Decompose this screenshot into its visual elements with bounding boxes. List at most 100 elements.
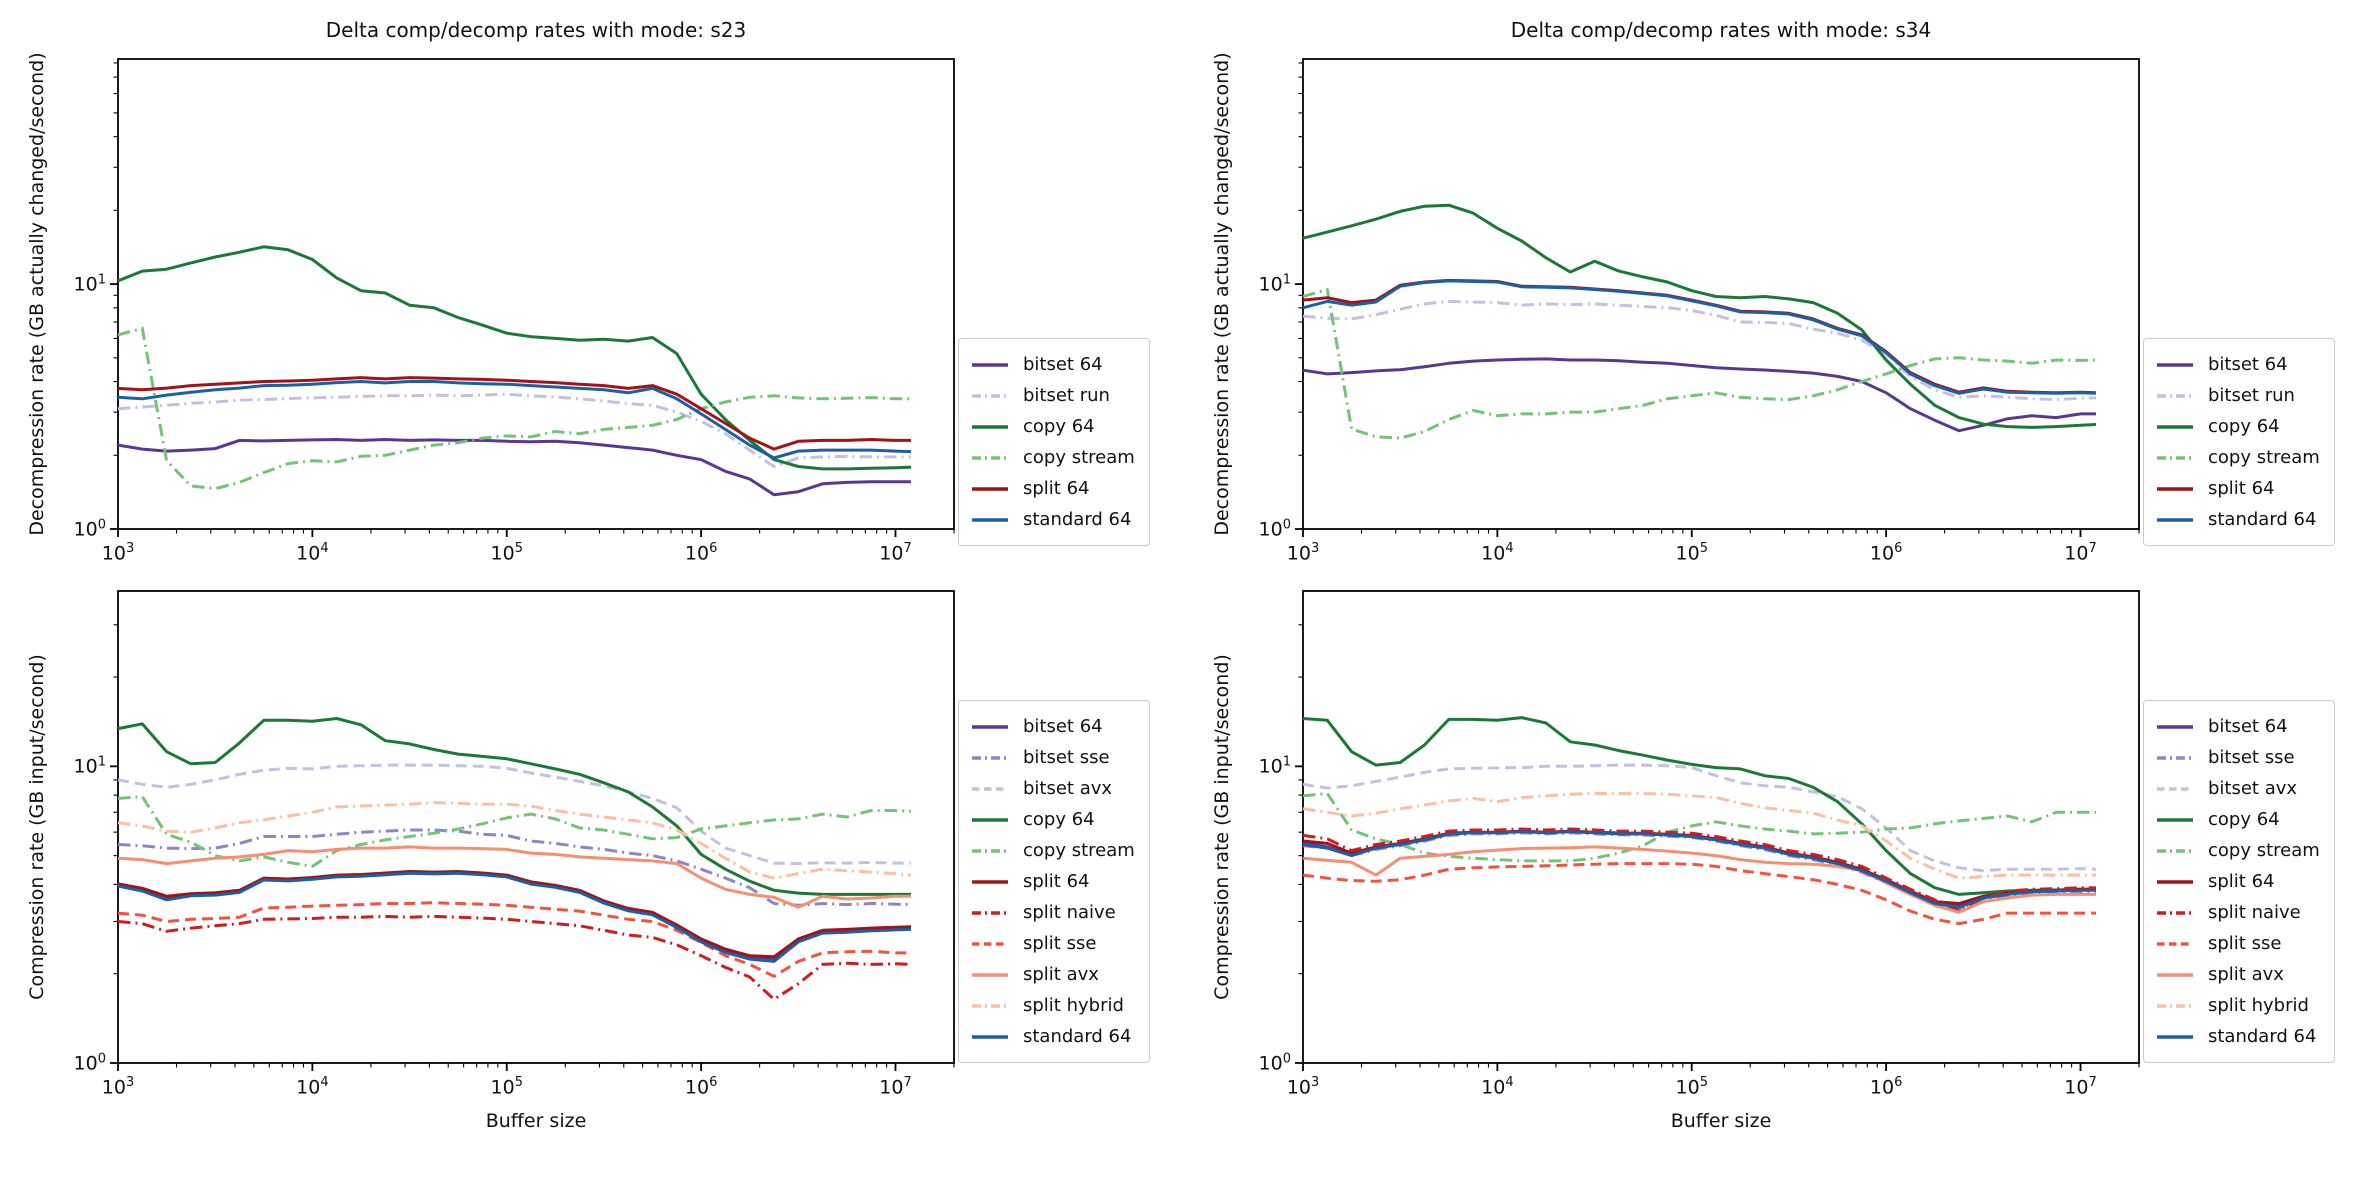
series-line-comp-s34-copy-64 [1302, 716, 2096, 896]
legend-label: bitset 64 [1023, 716, 1103, 737]
legend-item-split-sse: split sse [2156, 928, 2320, 959]
x-tick-label-comp-s23-1: 104 [296, 1075, 329, 1099]
legend-item-standard-64: standard 64 [2156, 504, 2320, 535]
legend-item-split-64: split 64 [2156, 473, 2320, 504]
series-line-comp-s23-bitset-sse [117, 828, 911, 907]
legend-line-sample [2157, 972, 2193, 977]
legend-item-split-64: split 64 [971, 866, 1135, 897]
series-line-decomp-s23-standard-64 [117, 380, 912, 460]
legend-label: copy 64 [1023, 809, 1095, 830]
legend-line-sample [972, 941, 1008, 946]
legend-item-split-hybrid: split hybrid [971, 990, 1135, 1021]
legend-item-split-sse: split sse [971, 928, 1135, 959]
series-line-decomp-s34-bitset-run [1302, 299, 2097, 401]
series-line-decomp-s23-copy-stream [117, 326, 911, 491]
x-tick-label-decomp-s34-4: 107 [2064, 541, 2097, 565]
legend-item-split-naive: split naive [971, 897, 1135, 928]
y-tick-label-decomp-s23-0: 100 [73, 517, 106, 541]
legend-label: bitset sse [2208, 747, 2295, 768]
legend-line-sample [2157, 755, 2193, 760]
plot-frame-decomp-s23 [117, 58, 955, 530]
legend-line-sample [972, 424, 1008, 429]
legend-line-sample [2157, 424, 2193, 429]
legend-item-copy-64: copy 64 [2156, 411, 2320, 442]
legend-label: split 64 [1023, 478, 1090, 499]
series-line-comp-s34-split-naive [1302, 827, 2096, 913]
legend-line-sample [2157, 817, 2193, 822]
legend-label: standard 64 [2208, 509, 2317, 530]
legend-line-sample [2157, 393, 2193, 398]
legend-line-sample [972, 362, 1008, 367]
legend-item-bitset-avx: bitset avx [971, 773, 1135, 804]
x-tick-label-comp-s34-2: 105 [1675, 1075, 1708, 1099]
legend-label: split naive [1023, 902, 1116, 923]
legend-decomp-s23: bitset 64 bitset run copy 64 copy stream spl… [958, 338, 1150, 546]
legend-label: standard 64 [1023, 1026, 1132, 1047]
y-tick-label-decomp-s23-1: 101 [73, 272, 106, 296]
plot-frame-decomp-s34 [1302, 58, 2140, 530]
series-line-decomp-s34-copy-64 [1302, 203, 2097, 429]
x-tick-label-decomp-s23-1: 104 [296, 541, 329, 565]
x-tick-label-comp-s34-0: 103 [1286, 1075, 1320, 1099]
legend-label: copy stream [1023, 840, 1135, 861]
series-line-comp-s23-bitset-avx [117, 763, 911, 866]
legend-item-bitset-sse: bitset sse [2156, 742, 2320, 773]
legend-label: copy stream [2208, 840, 2320, 861]
y-tick-label-comp-s34-0: 100 [1258, 1051, 1291, 1075]
legend-line-sample [972, 972, 1008, 977]
chart-title-s34: Delta comp/decomp rates with mode: s34 [1510, 18, 1932, 42]
legend-item-copy-stream: copy stream [971, 835, 1135, 866]
legend-item-bitset-run: bitset run [971, 380, 1135, 411]
series-line-comp-s23-split-hybrid [117, 801, 912, 880]
legend-comp-s23: bitset 64 bitset sse bitset avx copy 64 copy… [958, 700, 1150, 1063]
legend-item-copy-stream: copy stream [2156, 835, 2320, 866]
ylabel-decomp-s34: Decompression rate (GB actually changed/… [1211, 52, 1233, 536]
x-tick-label-comp-s23-4: 107 [879, 1075, 912, 1099]
ylabel-decomp-s23: Decompression rate (GB actually changed/… [26, 52, 48, 536]
series-line-decomp-s34-standard-64 [1302, 279, 2097, 395]
legend-line-sample [2157, 786, 2193, 791]
legend-line-sample [2157, 910, 2193, 915]
series-line-comp-s23-split-naive [117, 914, 912, 1001]
legend-item-split-avx: split avx [2156, 959, 2320, 990]
legend-label: bitset sse [1023, 747, 1110, 768]
x-tick-label-decomp-s23-0: 103 [101, 541, 135, 565]
legend-label: split naive [2208, 902, 2301, 923]
legend-line-sample [972, 724, 1008, 729]
series-line-decomp-s34-copy-stream [1302, 288, 2097, 440]
y-tick-label-comp-s23-0: 100 [73, 1051, 106, 1075]
series-line-comp-s23-split-sse [117, 901, 911, 978]
legend-line-sample [972, 393, 1008, 398]
legend-item-bitset-64: bitset 64 [2156, 349, 2320, 380]
legend-line-sample [2157, 362, 2193, 367]
x-tick-label-comp-s23-0: 103 [101, 1075, 135, 1099]
legend-item-bitset-64: bitset 64 [971, 711, 1135, 742]
legend-line-sample [972, 910, 1008, 915]
legend-label: copy 64 [1023, 416, 1095, 437]
legend-item-standard-64: standard 64 [971, 504, 1135, 535]
series-line-comp-s23-split-avx [117, 845, 911, 909]
legend-item-copy-stream: copy stream [971, 442, 1135, 473]
legend-label: split sse [2208, 933, 2282, 954]
legend-item-bitset-64: bitset 64 [971, 349, 1135, 380]
series-line-comp-s23-copy-64 [117, 717, 911, 896]
legend-label: bitset avx [2208, 778, 2298, 799]
plot-frame-comp-s23 [117, 590, 955, 1064]
x-tick-label-comp-s34-4: 107 [2064, 1075, 2097, 1099]
legend-label: split hybrid [1023, 995, 1124, 1016]
legend-label: split avx [1023, 964, 1099, 985]
legend-label: bitset 64 [2208, 354, 2288, 375]
legend-item-split-64: split 64 [2156, 866, 2320, 897]
series-line-comp-s23-split-64 [117, 870, 912, 959]
x-tick-label-comp-s34-3: 106 [1869, 1075, 1903, 1099]
legend-label: copy stream [2208, 447, 2320, 468]
series-line-comp-s34-split-avx [1302, 845, 2096, 914]
legend-label: bitset 64 [2208, 716, 2288, 737]
legend-line-sample [972, 817, 1008, 822]
series-line-decomp-s23-bitset-64 [117, 438, 911, 497]
x-tick-label-decomp-s34-0: 103 [1286, 541, 1320, 565]
legend-item-split-avx: split avx [971, 959, 1135, 990]
legend-item-bitset-sse: bitset sse [971, 742, 1135, 773]
legend-item-copy-64: copy 64 [971, 804, 1135, 835]
